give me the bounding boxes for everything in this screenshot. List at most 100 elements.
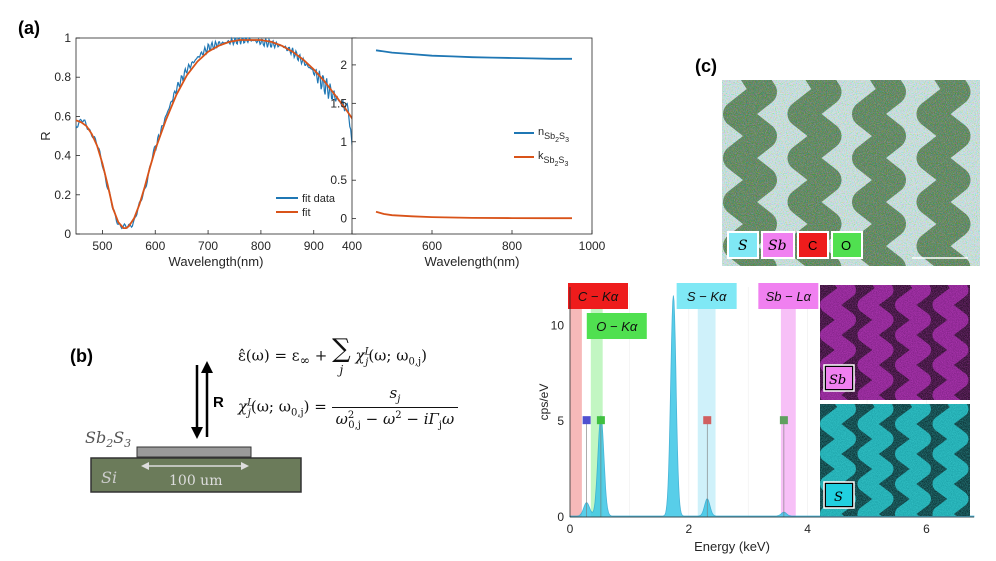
energy-band bbox=[780, 309, 796, 517]
den-a: ω bbox=[335, 410, 348, 428]
substrate bbox=[90, 457, 302, 493]
x-tick-label: 400 bbox=[342, 239, 362, 253]
series-line-n bbox=[375, 49, 572, 60]
band-label-box bbox=[758, 283, 819, 309]
omega-sub: 0,j bbox=[408, 356, 422, 368]
band-label: O − Kα bbox=[596, 319, 638, 334]
den-a-sub: 0,j bbox=[348, 420, 361, 431]
r-label: R bbox=[213, 394, 224, 411]
s-map: S bbox=[820, 404, 970, 516]
y-tick-label: 1 bbox=[64, 31, 71, 45]
sum-sign: ∑ bbox=[332, 334, 351, 364]
eds-legend: S Sb C O bbox=[727, 231, 863, 259]
y-tick-label: 0 bbox=[64, 227, 71, 241]
s-map-label: S bbox=[834, 490, 843, 505]
x-tick-label: 2 bbox=[685, 522, 692, 536]
reflected-arrowhead bbox=[201, 361, 213, 373]
y-tick-label: 0.8 bbox=[54, 70, 71, 84]
band-label: C − Kα bbox=[578, 289, 619, 304]
x-tick-label: 500 bbox=[92, 239, 112, 253]
incident-arrowhead bbox=[191, 427, 203, 439]
legend-o: O bbox=[841, 238, 851, 253]
x-axis-label: Energy (keV) bbox=[694, 539, 770, 554]
close-paren: ) bbox=[421, 346, 427, 365]
x-tick-label: 6 bbox=[923, 522, 930, 536]
den-c: − iΓ bbox=[401, 410, 439, 428]
sum-index: j bbox=[339, 363, 344, 377]
y-tick-label: 2 bbox=[340, 58, 347, 72]
eps-lhs: ε̂(ω) = ε bbox=[238, 346, 300, 365]
y-tick-label: 0 bbox=[340, 212, 347, 226]
den-b-sup: 2 bbox=[395, 410, 402, 421]
energy-band bbox=[590, 309, 603, 517]
numerator-sub: j bbox=[397, 394, 401, 405]
x-tick-label: 1000 bbox=[579, 239, 606, 253]
omega-sub-2: 0,j bbox=[290, 407, 304, 419]
chi-2: χ bbox=[238, 397, 248, 416]
panel-label-a: (a) bbox=[18, 18, 40, 38]
lorentz-equation: χLj(ω; ω0,j) = sj ω20,j − ω2 − iΓjω bbox=[238, 384, 459, 431]
energy-band bbox=[570, 309, 582, 517]
sem-overlay-image: S Sb C O bbox=[722, 80, 980, 266]
x-tick-label: 600 bbox=[422, 239, 442, 253]
series-line-fit bbox=[75, 39, 355, 229]
peak-marker bbox=[703, 416, 712, 425]
y-tick-label: 1 bbox=[340, 135, 347, 149]
y-tick-label: 1.5 bbox=[330, 96, 347, 110]
numerator: s bbox=[389, 384, 398, 402]
x-axis-label: Wavelength(nm) bbox=[425, 254, 520, 269]
legend-label: fit bbox=[302, 207, 311, 219]
y-tick-label: 5 bbox=[557, 414, 564, 428]
energy-band bbox=[697, 309, 716, 517]
x-axis-label: Wavelength(nm) bbox=[169, 254, 264, 269]
legend-c: C bbox=[808, 238, 817, 253]
y-tick-label: 0.2 bbox=[54, 188, 71, 202]
x-tick-label: 600 bbox=[145, 239, 165, 253]
y-tick-label: 0.4 bbox=[54, 149, 71, 163]
legend-label: fit data bbox=[302, 193, 336, 205]
band-label-box bbox=[676, 283, 737, 309]
sb-map: Sb bbox=[820, 285, 970, 400]
legend-sb: Sb bbox=[768, 238, 787, 254]
band-label-box bbox=[586, 313, 647, 339]
den-c-sub: j bbox=[438, 420, 443, 431]
close-paren-2: ) bbox=[303, 397, 310, 416]
fraction: sj ω20,j − ω2 − iΓjω bbox=[331, 384, 459, 431]
substrate-label: Si bbox=[101, 468, 117, 487]
band-label: S − Kα bbox=[687, 289, 727, 304]
panel-label-b: (b) bbox=[70, 346, 93, 366]
chi-sub: j bbox=[365, 356, 369, 368]
peak-marker bbox=[779, 416, 788, 425]
plus: + bbox=[310, 346, 333, 365]
equals: = bbox=[309, 397, 332, 416]
peak-marker bbox=[582, 416, 591, 425]
optical-constants-chart: 400 600 800 1000 0 0.5 1 1.5 2 Wavelength(nm) nSb2… bbox=[330, 37, 606, 269]
x-tick-label: 700 bbox=[198, 239, 218, 253]
x-tick-label: 800 bbox=[502, 239, 522, 253]
legend-label: kSb2S3 bbox=[538, 150, 568, 168]
legend-s: S bbox=[738, 238, 748, 254]
band-label-box bbox=[568, 283, 628, 309]
x-tick-label: 900 bbox=[304, 239, 324, 253]
band-label: Sb − Lα bbox=[766, 289, 812, 304]
chi-sup: L bbox=[364, 346, 372, 358]
width-arrowhead-left bbox=[141, 462, 149, 470]
eps-inf: ∞ bbox=[299, 352, 311, 368]
y-tick-label: 0.6 bbox=[54, 109, 71, 123]
chi-args-2: (ω; ω bbox=[250, 397, 291, 416]
den-b: − ω bbox=[360, 410, 396, 428]
reflectance-chart: 500 600 700 800 900 0 0.2 0.4 0.6 0.8 1 Wavelength(… bbox=[40, 31, 357, 269]
width-label: 100 um bbox=[169, 473, 222, 489]
panel-label-c: (c) bbox=[695, 56, 717, 76]
y-axis-label: cps/eV bbox=[537, 384, 551, 421]
peak-marker bbox=[596, 416, 605, 425]
den-a-sup: 2 bbox=[347, 410, 355, 421]
chi: χ bbox=[355, 346, 365, 365]
y-tick-label: 10 bbox=[551, 318, 565, 332]
legend-label: nSb2S3 bbox=[538, 126, 569, 144]
permittivity-equation: ε̂(ω) = ε∞ + ∑ j χLj(ω; ω0,j) bbox=[238, 336, 427, 377]
film-layer bbox=[136, 446, 252, 458]
width-arrowhead-right bbox=[241, 462, 249, 470]
plot-area bbox=[351, 37, 593, 235]
y-tick-label: 0.5 bbox=[330, 173, 347, 187]
